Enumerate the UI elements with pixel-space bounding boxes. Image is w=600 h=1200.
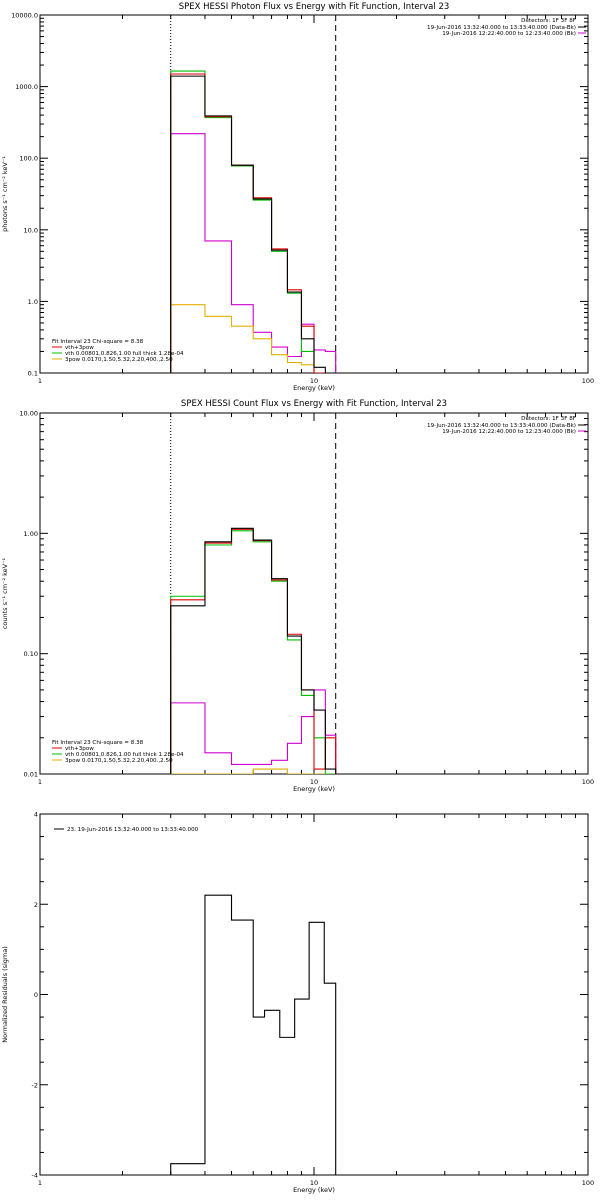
x-axis: 1 10 100 Energy (keV)	[38, 814, 594, 1194]
x-tick-label: 1	[38, 778, 42, 786]
series-line-vth	[170, 530, 337, 774]
legend-entry-label: 19-Jun-2016 12:22:40.000 to 12:23:40.000…	[442, 31, 576, 37]
x-tick-label: 100	[582, 377, 594, 385]
y-tick-label: 0.1	[28, 370, 38, 378]
y-tick-label: 10.00	[19, 410, 38, 418]
series-line-bk	[170, 133, 337, 373]
y-tick-label: 2	[34, 901, 38, 909]
x-tick-label: 1	[38, 1179, 42, 1187]
y-axis-title: photons s⁻¹ cm⁻² keV⁻¹	[1, 156, 9, 232]
y-tick-label: 4	[34, 811, 38, 819]
legend-entry-label: 19-Jun-2016 13:32:40.000 to 13:33:40.000…	[427, 25, 576, 31]
series-line-vth	[170, 70, 337, 373]
chart-panel-3: 1 10 100 Energy (keV) -4 -2 0 2 4 Normalized Resi…	[1, 811, 594, 1195]
legend-header: Detectors: 1F 3F 8F	[521, 18, 576, 24]
y-axis: 0.1 1.0 10.0 100.0 1000.0 10000.0 photons s⁻¹ …	[1, 12, 588, 378]
series-group	[170, 527, 337, 774]
legend-entry-label: 3pow 0.0170,1.50,5.32,2.20,400.,2.50	[65, 357, 173, 363]
series-line-bk	[170, 689, 337, 774]
x-tick-label: 10	[310, 377, 318, 385]
x-axis-title: Energy (keV)	[293, 1186, 335, 1194]
y-tick-label: 100.0	[19, 155, 38, 163]
y-axis: 0.01 0.10 1.00 10.00 counts s⁻¹ cm⁻² keV⁻¹	[1, 410, 588, 779]
chart-title: SPEX HESSI Photon Flux vs Energy with Fi…	[179, 2, 450, 12]
x-axis-title: Energy (keV)	[293, 384, 335, 392]
chart-title: SPEX HESSI Count Flux vs Energy with Fit…	[181, 399, 447, 409]
x-tick-label: 100	[582, 1179, 594, 1187]
series-line-3pow	[170, 304, 337, 373]
legend-entry-label: vth 0.00801,0.826,1.00 full thick 1.28e-…	[65, 351, 184, 357]
y-tick-label: 10.0	[24, 226, 38, 234]
chart-panel-2: SPEX HESSI Count Flux vs Energy with Fit…	[1, 399, 594, 793]
legend-entry-label: 19-Jun-2016 12:22:40.000 to 12:23:40.000…	[442, 429, 576, 435]
chart-panel-1: SPEX HESSI Photon Flux vs Energy with Fi…	[1, 2, 594, 392]
series-line-3pow	[170, 768, 337, 774]
legend-entry-label: 3pow 0.0170,1.50,5.32,2.20,400.,2.50	[65, 758, 173, 764]
series-line-23-19-jun-2016-13-32-40-000-to-13-33-40-000	[170, 894, 337, 1175]
legend-bottom-left: Fit Interval 23 Chi-square = 8.38vth+3po…	[52, 339, 184, 363]
series-line-vth-3pow	[170, 528, 337, 774]
legend-entry-label: 19-Jun-2016 13:32:40.000 to 13:33:40.000…	[427, 423, 576, 429]
y-tick-label: 0.10	[24, 650, 38, 658]
series-group	[170, 70, 337, 373]
legend-entry-label: vth 0.00801,0.826,1.00 full thick 1.28e-…	[65, 752, 184, 758]
x-axis-title: Energy (keV)	[293, 785, 335, 793]
legend-entry-label: vth+3pow	[65, 345, 94, 351]
legend-bottom-left: Fit Interval 23 Chi-square = 8.38vth+3po…	[52, 740, 184, 764]
legend-header: Fit Interval 23 Chi-square = 8.38	[52, 740, 144, 746]
x-axis: 1 10 100 Energy (keV)	[38, 413, 594, 793]
y-tick-label: -2	[32, 1081, 38, 1089]
x-axis: 1 10 100 Energy (keV)	[38, 15, 594, 392]
y-tick-label: 1.00	[24, 530, 38, 538]
y-tick-label: 1.0	[28, 298, 38, 306]
plot-frame	[39, 14, 589, 374]
series-line-data-bk	[170, 527, 337, 774]
legend-header: Fit Interval 23 Chi-square = 8.38	[52, 339, 144, 345]
series-group	[170, 894, 337, 1175]
legend-top-left: 23. 19-Jun-2016 13:32:40.000 to 13:33:40…	[54, 827, 199, 833]
x-tick-label: 10	[310, 778, 318, 786]
legend-entry-label: vth+3pow	[65, 746, 94, 752]
x-tick-label: 10	[310, 1179, 318, 1187]
legend-entry-label: 23. 19-Jun-2016 13:32:40.000 to 13:33:40…	[67, 827, 199, 833]
y-axis-title: Normalized Residuals (sigma)	[1, 946, 9, 1043]
x-tick-label: 1	[38, 377, 42, 385]
series-line-data-bk	[170, 75, 337, 373]
y-tick-label: 0	[34, 991, 38, 999]
y-axis: -4 -2 0 2 4 Normalized Residuals (sigma)	[1, 811, 588, 1180]
legend-header: Detectors: 1F 3F 8F	[521, 416, 576, 422]
y-tick-label: 1000.0	[15, 83, 38, 91]
y-tick-label: 10000.0	[11, 12, 38, 20]
x-tick-label: 100	[582, 778, 594, 786]
y-axis-title: counts s⁻¹ cm⁻² keV⁻¹	[1, 557, 9, 629]
plot-frame	[39, 813, 589, 1176]
y-tick-label: -4	[32, 1172, 38, 1180]
y-tick-label: 0.01	[24, 771, 38, 779]
